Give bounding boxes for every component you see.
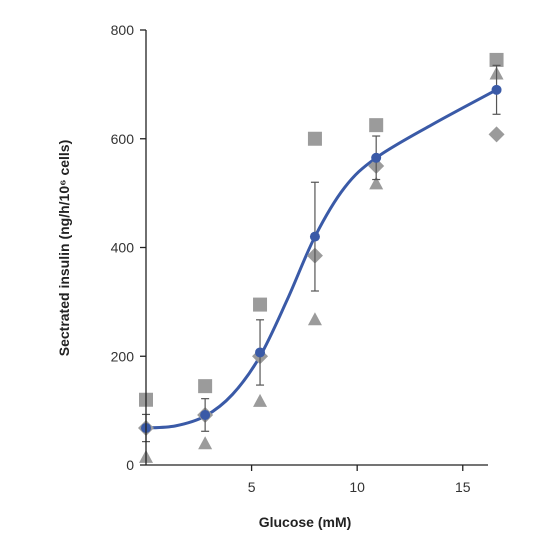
diamond-point — [488, 126, 505, 143]
mean-point — [309, 231, 320, 242]
y-tick-label: 400 — [111, 240, 135, 256]
square-point — [489, 52, 504, 67]
triangle-point — [369, 176, 384, 190]
axes: 0 200 400 600 800 5 10 15 — [111, 22, 488, 495]
x-tick-label: 10 — [349, 479, 365, 495]
square-point — [369, 118, 384, 133]
triangle-point — [198, 436, 213, 450]
y-tick-label: 600 — [111, 131, 135, 147]
square-point — [307, 131, 322, 146]
x-tick-label: 5 — [248, 479, 256, 495]
mean-point — [371, 152, 382, 163]
triangle-point — [307, 312, 322, 326]
square-point — [253, 297, 268, 312]
y-axis-title: Sectrated insulin (ng/h/10⁶ cells) — [56, 140, 72, 357]
fit-curve-layer — [144, 88, 499, 430]
y-tick-label: 200 — [111, 348, 135, 364]
mean-point — [255, 347, 266, 358]
mean-markers-layer — [141, 64, 502, 443]
x-tick-label: 15 — [455, 479, 471, 495]
fit-curve — [144, 88, 499, 430]
x-axis-title: Glucose (mM) — [259, 514, 352, 530]
mean-point — [200, 409, 211, 420]
y-tick-label: 800 — [111, 22, 135, 38]
mean-point — [491, 84, 502, 95]
y-tick-label: 0 — [126, 457, 134, 473]
square-point — [198, 379, 213, 394]
triangle-point — [253, 393, 268, 407]
